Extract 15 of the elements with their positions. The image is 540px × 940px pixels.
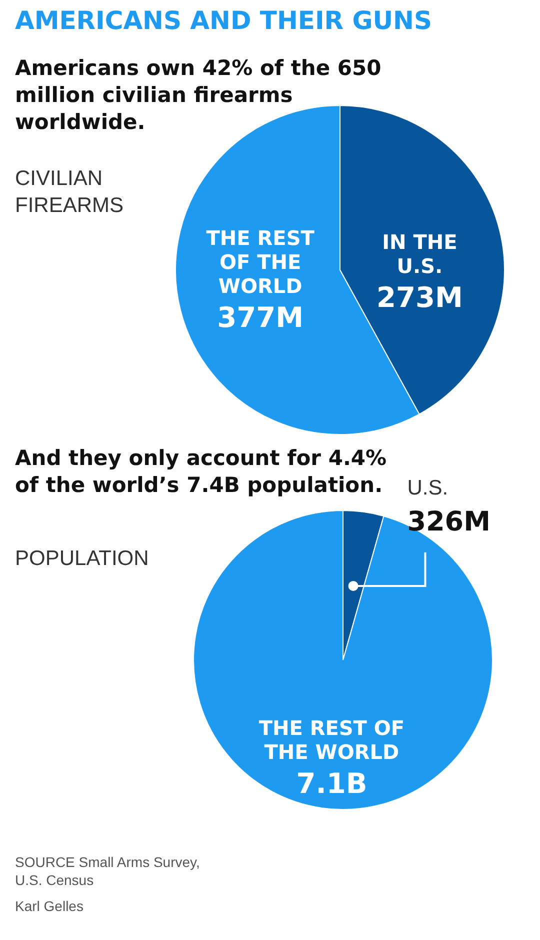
data-label: 326M — [407, 506, 490, 538]
source-note: SOURCE Small Arms Survey, U.S. Census — [15, 853, 201, 889]
chart-subtitle: And they only account for 4.4% of the world’s 7.4B population. — [15, 445, 388, 499]
text: POPULATION — [15, 546, 150, 572]
data-label: 377M — [217, 301, 304, 334]
text: CIVILIAN FIREARMS — [15, 166, 125, 219]
data-label: 273M — [376, 280, 463, 314]
chart-title: AMERICANS AND THEIR GUNS — [15, 6, 432, 35]
data-label: 7.1B — [296, 766, 368, 800]
slice-label: U.S. — [407, 476, 448, 500]
chart-subtitle: Americans own 42% of the 650 million civilian firearms worldwide. — [15, 55, 382, 136]
slice-label: THE REST OF THE WORLD — [206, 226, 315, 298]
slice-label: IN THE U.S. — [382, 230, 458, 278]
text: Karl Gelles — [15, 897, 84, 915]
slice-label: THE REST OF THE WORLD — [258, 716, 405, 764]
